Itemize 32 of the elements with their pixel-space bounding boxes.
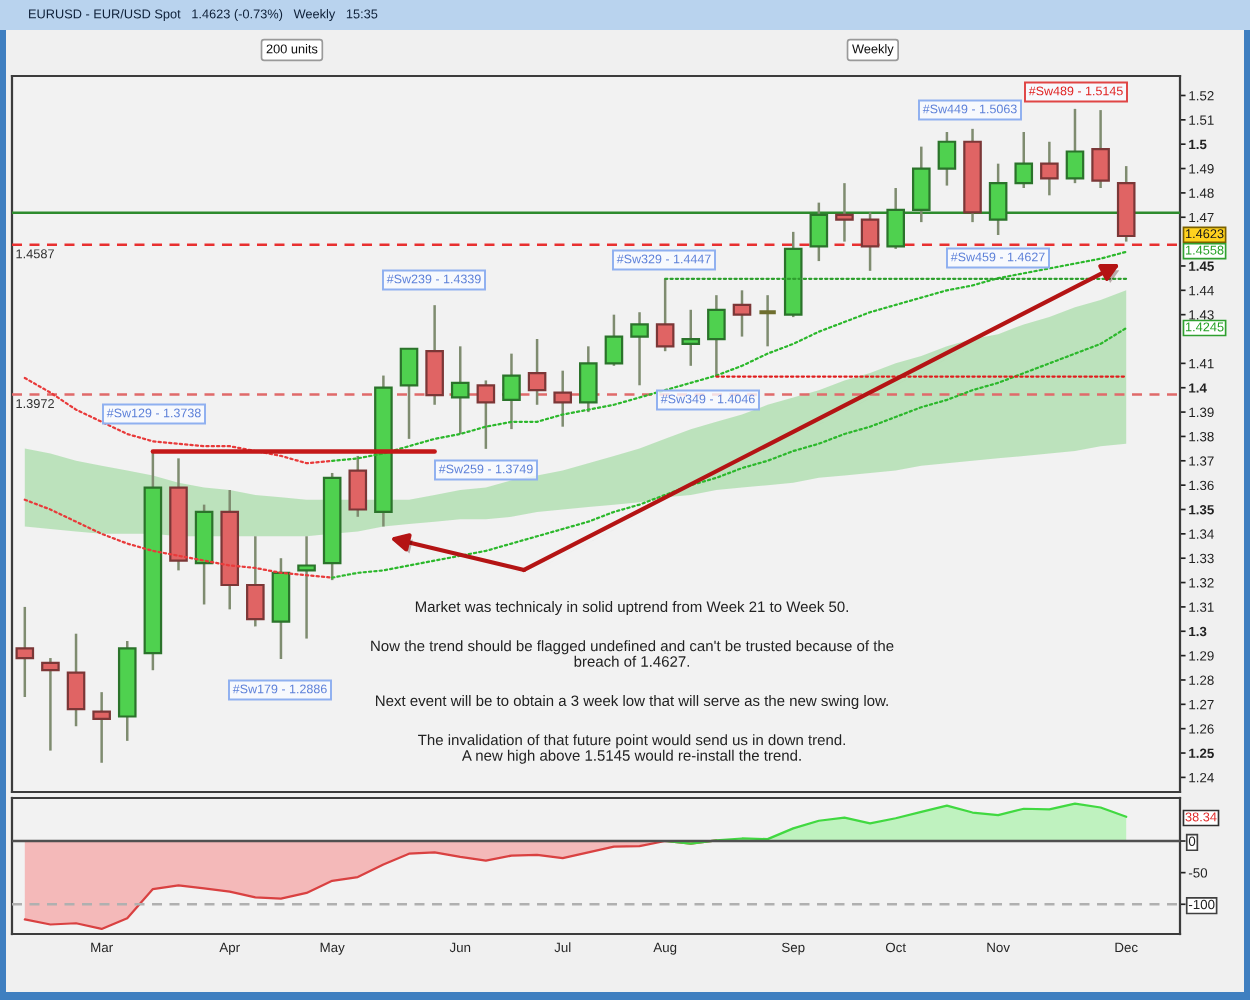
line-series <box>331 250 1128 462</box>
candlestick <box>297 535 316 640</box>
candlestick <box>92 690 111 765</box>
line-series <box>331 326 1128 579</box>
candlestick <box>911 145 931 224</box>
candlestick <box>886 186 905 251</box>
candlestick <box>809 201 829 263</box>
candlestick <box>1091 108 1110 190</box>
candlestick <box>246 535 265 628</box>
candlestick <box>1040 140 1059 197</box>
candlestick <box>1065 107 1085 185</box>
candlestick <box>66 632 86 728</box>
candlestick <box>707 293 726 378</box>
candlestick <box>399 347 419 441</box>
candlestick <box>681 308 701 368</box>
candlestick <box>1014 130 1034 190</box>
candlestick <box>41 656 60 752</box>
candlestick <box>630 310 649 387</box>
candlestick <box>937 130 957 187</box>
candlestick <box>757 293 778 348</box>
candlestick <box>579 345 598 414</box>
candlestick <box>502 352 521 431</box>
candlestick <box>348 454 368 519</box>
line-series <box>23 498 334 579</box>
candlestick <box>988 162 1008 237</box>
candlestick <box>835 181 854 243</box>
candlestick <box>655 277 675 353</box>
candlestick <box>604 313 624 368</box>
candlestick <box>860 211 880 273</box>
candlestick <box>732 289 752 338</box>
candlestick <box>15 605 35 699</box>
candlestick <box>450 345 470 436</box>
